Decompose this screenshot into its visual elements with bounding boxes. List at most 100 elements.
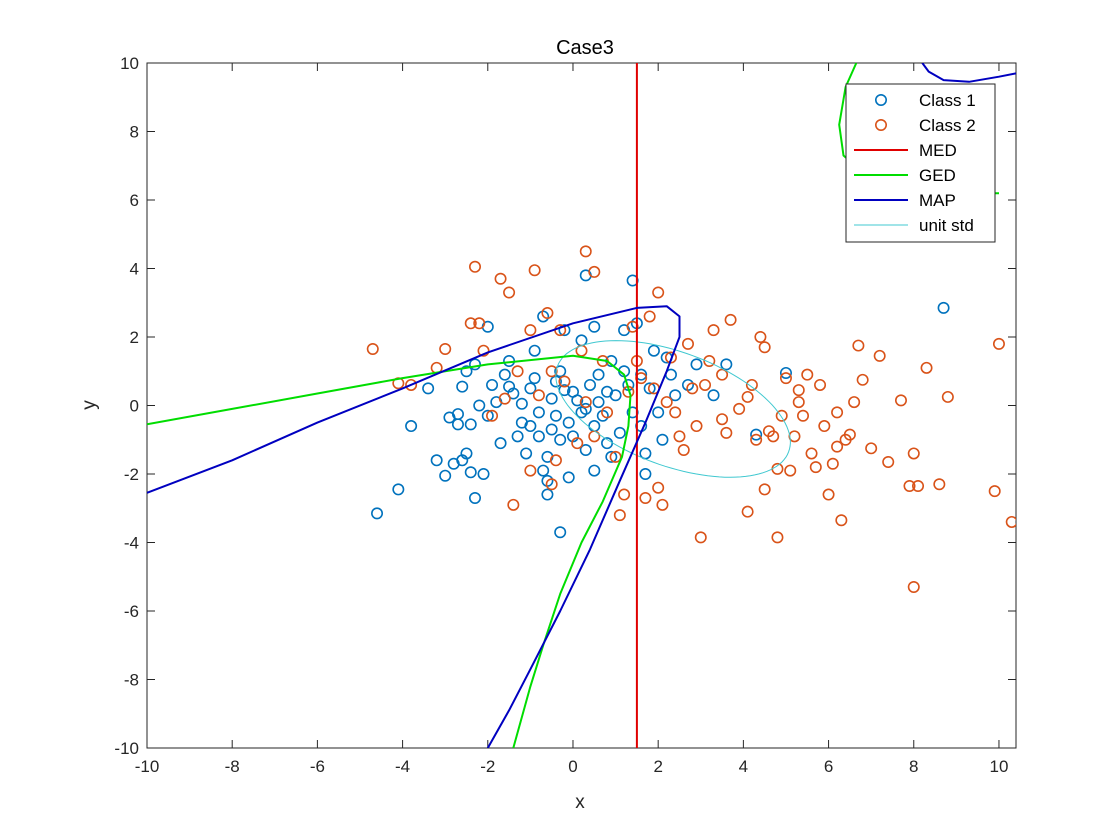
axis-ticks: -10 -8 -6 -4 -2 0 2 4 6 8 10 -10 -8 -6 -4 -2 0 2 4 6 8 10 bbox=[114, 54, 1016, 776]
y-tick-label: -4 bbox=[124, 534, 139, 553]
legend-label: Class 2 bbox=[919, 116, 976, 135]
x-tick-label: -4 bbox=[395, 757, 410, 776]
scatter-point bbox=[779, 372, 792, 385]
scatter-point bbox=[1005, 515, 1016, 528]
scatter-point bbox=[524, 382, 537, 395]
y-tick-label: 6 bbox=[130, 191, 139, 210]
scatter-point bbox=[669, 406, 682, 419]
y-tick-label: 8 bbox=[130, 123, 139, 142]
scatter-point bbox=[750, 428, 763, 441]
scatter-point bbox=[507, 387, 520, 400]
scatter-point bbox=[716, 413, 729, 426]
x-tick-label: -2 bbox=[480, 757, 495, 776]
legend-label: MED bbox=[919, 141, 957, 160]
scatter-point bbox=[515, 416, 528, 429]
scatter-point bbox=[532, 406, 545, 419]
y-axis-label: y bbox=[79, 400, 100, 410]
scatter-point bbox=[545, 392, 558, 405]
scatter-point bbox=[677, 444, 690, 457]
scatter-point bbox=[439, 342, 452, 355]
scatter-point bbox=[988, 485, 1001, 498]
scatter-point bbox=[503, 286, 516, 299]
scatter-point bbox=[477, 467, 490, 480]
scatter-point bbox=[430, 454, 443, 467]
scatter-point bbox=[848, 396, 861, 409]
scatter-point bbox=[767, 430, 780, 443]
y-tick-label: -10 bbox=[114, 739, 139, 758]
y-tick-label: 10 bbox=[120, 54, 139, 73]
axes-box bbox=[146, 62, 1017, 749]
y-tick-label: -2 bbox=[124, 465, 139, 484]
scatter-point bbox=[588, 320, 601, 333]
scatter-point bbox=[707, 324, 720, 337]
scatter-point bbox=[486, 409, 499, 422]
scatter-point bbox=[558, 324, 571, 337]
scatter-point bbox=[647, 344, 660, 357]
scatter-point bbox=[371, 507, 384, 520]
legend-box bbox=[845, 83, 996, 243]
scatter-point bbox=[690, 358, 703, 371]
scatter-point bbox=[515, 397, 528, 410]
scatter-point bbox=[809, 461, 822, 474]
scatter-point bbox=[473, 317, 486, 330]
x-axis-label: x bbox=[575, 792, 585, 813]
scatter-point bbox=[758, 483, 771, 496]
x-tick-label: 10 bbox=[989, 757, 1008, 776]
scatter-point bbox=[745, 378, 758, 391]
y-tick-label: 2 bbox=[130, 328, 139, 347]
scatter-point bbox=[601, 406, 614, 419]
scatter-point bbox=[920, 361, 933, 374]
scatter-point bbox=[618, 488, 631, 501]
scatter-point bbox=[724, 313, 737, 326]
scatter-point bbox=[528, 264, 541, 277]
plot-content bbox=[146, 62, 1017, 749]
scatter-point bbox=[792, 384, 805, 397]
scatter-point bbox=[405, 378, 418, 391]
map-boundary bbox=[147, 305, 681, 748]
scatter-point bbox=[771, 531, 784, 544]
scatter-point bbox=[584, 378, 597, 391]
scatter-point bbox=[784, 464, 797, 477]
scatter-point bbox=[660, 396, 673, 409]
scatter-point bbox=[532, 389, 545, 402]
scatter-point bbox=[422, 382, 435, 395]
scatter-point bbox=[826, 457, 839, 470]
scatter-point bbox=[852, 339, 865, 352]
scatter-point bbox=[498, 392, 511, 405]
scatter-point bbox=[912, 479, 925, 492]
ged-boundary bbox=[147, 354, 632, 748]
scatter-point bbox=[703, 354, 716, 367]
y-tick-label: -6 bbox=[124, 602, 139, 621]
scatter-point bbox=[690, 420, 703, 433]
scatter-point bbox=[464, 466, 477, 479]
scatter-point bbox=[511, 365, 524, 378]
scatter-point bbox=[894, 394, 907, 407]
scatter-point bbox=[549, 454, 562, 467]
scatter-point bbox=[554, 526, 567, 539]
legend: Class 1 Class 2 MED GED MAP unit std bbox=[845, 83, 996, 243]
scatter-point bbox=[524, 464, 537, 477]
scatter-point bbox=[469, 491, 482, 504]
scatter-point bbox=[933, 478, 946, 491]
scatter-point bbox=[788, 430, 801, 443]
scatter-point bbox=[750, 433, 763, 446]
scatter-point bbox=[656, 433, 669, 446]
y-tick-label: 0 bbox=[130, 397, 139, 416]
scatter-point bbox=[609, 450, 622, 463]
scatter-point bbox=[907, 447, 920, 460]
scatter-point bbox=[486, 378, 499, 391]
scatter-point bbox=[537, 464, 550, 477]
scatter-point bbox=[588, 420, 601, 433]
scatter-point bbox=[814, 378, 827, 391]
x-tick-label: -10 bbox=[135, 757, 160, 776]
scatter-point bbox=[664, 351, 677, 364]
scatter-point bbox=[464, 317, 477, 330]
scatter-point bbox=[498, 368, 511, 381]
unit-std-ellipse bbox=[555, 340, 791, 478]
scatter-point bbox=[481, 409, 494, 422]
scatter-point bbox=[579, 245, 592, 258]
scatter-point bbox=[588, 265, 601, 278]
x-tick-label: 4 bbox=[739, 757, 748, 776]
scatter-point bbox=[588, 430, 601, 443]
